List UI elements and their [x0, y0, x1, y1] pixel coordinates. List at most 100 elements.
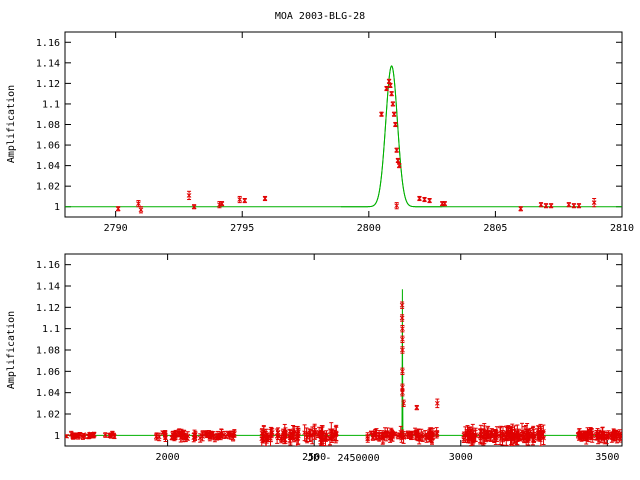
data-point: [172, 434, 177, 440]
data-point: [380, 433, 386, 438]
data-point: [518, 206, 524, 212]
data-point: [461, 432, 467, 438]
data-point: [372, 430, 378, 435]
data-point: [307, 430, 313, 435]
data-point: [138, 207, 144, 213]
data-point: [576, 432, 582, 437]
data-point: [434, 430, 439, 436]
y-tick-label: 1.16: [36, 38, 60, 49]
data-layer: [65, 65, 622, 214]
data-point: [287, 433, 293, 438]
data-point: [219, 430, 224, 436]
data-point: [604, 433, 609, 439]
y-tick-label: 1: [54, 431, 60, 442]
data-point: [571, 203, 577, 209]
data-point: [391, 111, 397, 117]
data-point: [434, 400, 440, 406]
data-point: [290, 429, 296, 435]
data-point: [485, 430, 490, 436]
data-point: [596, 433, 601, 439]
data-point: [543, 203, 549, 209]
data-point: [413, 430, 418, 436]
y-axis-label: Amplification: [6, 85, 17, 163]
y-axis-label: Amplification: [6, 311, 17, 389]
data-point: [183, 435, 189, 440]
data-point: [589, 431, 594, 436]
data-point: [400, 347, 405, 353]
data-point: [400, 326, 405, 332]
y-tick-label: 1.12: [36, 303, 60, 314]
data-point: [269, 430, 275, 435]
data-point: [538, 202, 544, 208]
plot-frame: [64, 31, 623, 218]
x-tick-label: 3000: [449, 452, 473, 463]
x-tick-label: 2795: [230, 223, 254, 234]
data-point: [617, 435, 622, 441]
data-point: [219, 201, 225, 206]
data-point: [261, 434, 266, 440]
x-tick-label: 3500: [595, 452, 619, 463]
data-point: [422, 197, 427, 202]
x-tick-label: 2800: [357, 223, 381, 234]
data-point: [420, 434, 425, 439]
y-tick-label: 1.16: [36, 260, 60, 271]
data-point: [237, 197, 243, 202]
x-tick-label: 2500: [302, 452, 326, 463]
data-point: [509, 429, 515, 434]
data-point: [264, 436, 270, 441]
data-point: [405, 431, 411, 436]
data-point: [368, 430, 374, 436]
y-tick-label: 1.08: [36, 346, 60, 357]
data-point: [538, 429, 544, 435]
data-point: [209, 431, 214, 437]
data-point: [505, 429, 511, 435]
data-point: [516, 435, 521, 440]
data-point: [214, 433, 220, 439]
y-tick-label: 1.04: [36, 161, 60, 172]
data-point: [71, 434, 76, 440]
data-point: [192, 432, 198, 437]
y-tick-label: 1: [54, 202, 60, 213]
data-point: [392, 431, 398, 437]
y-tick-label: 1.06: [36, 141, 60, 152]
data-point: [427, 198, 432, 203]
data-point: [162, 432, 168, 438]
data-point: [383, 434, 389, 439]
x-tick-label: 2805: [483, 223, 507, 234]
data-point: [519, 429, 525, 434]
y-tick-label: 1.14: [36, 58, 60, 69]
data-point: [548, 203, 554, 209]
data-point: [384, 86, 389, 91]
data-point: [230, 431, 236, 437]
data-point: [390, 101, 396, 107]
data-point: [186, 193, 192, 198]
data-point: [417, 196, 422, 201]
data-point: [479, 434, 485, 439]
data-point: [576, 203, 582, 209]
data-point: [387, 83, 393, 88]
data-point: [136, 201, 141, 206]
data-point: [400, 384, 405, 390]
x-tick-label: 2000: [156, 452, 180, 463]
y-tick-label: 1.14: [36, 282, 60, 293]
data-point: [396, 163, 402, 168]
data-point: [492, 429, 498, 435]
y-tick-label: 1.1: [42, 99, 60, 110]
data-point: [319, 436, 324, 441]
data-point: [379, 111, 384, 117]
data-point: [262, 196, 268, 201]
model-curve: [65, 328, 622, 436]
data-point: [115, 206, 121, 212]
y-tick-label: 1.04: [36, 388, 60, 399]
data-point: [242, 198, 248, 203]
y-tick-label: 1.1: [42, 324, 60, 335]
data-point: [275, 429, 281, 435]
data-point: [197, 435, 203, 441]
data-point: [204, 432, 209, 437]
data-layer: [65, 289, 622, 446]
bottom-panel-full-season: 1 1.02 1.04 1.06 1.08 1.1 1.12 1.14 1.16 2000 2500…: [6, 253, 623, 464]
data-point: [399, 302, 405, 308]
data-point: [394, 203, 400, 209]
data-point: [81, 432, 86, 437]
data-point: [491, 436, 497, 442]
